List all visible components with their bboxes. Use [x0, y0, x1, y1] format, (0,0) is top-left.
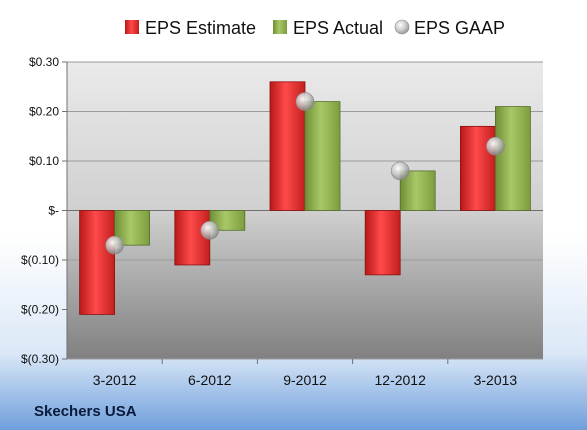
bar-eps-estimate — [364, 210, 401, 276]
bar-eps-actual — [209, 210, 246, 231]
y-tick-label: $(0.30) — [21, 352, 59, 366]
y-tick-label: $(0.10) — [21, 253, 59, 267]
point-eps-gaap — [295, 92, 315, 111]
x-tick-label: 6-2012 — [188, 372, 232, 388]
legend: EPS Estimate EPS Actual EPS GAAP — [125, 18, 505, 38]
bar-eps-estimate — [174, 210, 211, 266]
legend-label-gaap: EPS GAAP — [414, 18, 505, 38]
legend-swatch-estimate — [125, 20, 139, 34]
x-tick-label: 9-2012 — [283, 372, 327, 388]
point-eps-gaap — [105, 235, 124, 255]
y-tick-label: $0.10 — [29, 154, 59, 168]
legend-label-actual: EPS Actual — [293, 18, 383, 38]
y-tick-label: $(0.20) — [21, 303, 59, 317]
x-tick-label: 3-2012 — [93, 372, 137, 388]
point-eps-gaap — [390, 161, 410, 181]
legend-swatch-actual — [273, 20, 287, 34]
y-tick-label: $0.20 — [29, 105, 59, 119]
bar-eps-estimate — [79, 210, 115, 315]
y-tick-label: $- — [48, 204, 59, 218]
x-tick-label: 12-2012 — [375, 372, 427, 388]
gaap-points — [105, 92, 505, 255]
bar-eps-actual — [304, 101, 341, 211]
legend-label-estimate: EPS Estimate — [145, 18, 256, 38]
point-eps-gaap — [200, 221, 220, 240]
bar-eps-actual — [494, 106, 531, 211]
point-eps-gaap — [486, 136, 505, 156]
y-axis-ticks: $0.30 $0.20 $0.10 $- $(0.10) $(0.20) $(0.30) — [21, 55, 59, 366]
y-tick-label: $0.30 — [29, 55, 59, 69]
company-name: Skechers USA — [34, 403, 137, 420]
legend-swatch-gaap — [394, 19, 410, 35]
x-tick-label: 3-2013 — [474, 372, 518, 388]
x-axis-ticks: 3-2012 6-2012 9-2012 12-2012 3-2013 — [93, 359, 518, 388]
